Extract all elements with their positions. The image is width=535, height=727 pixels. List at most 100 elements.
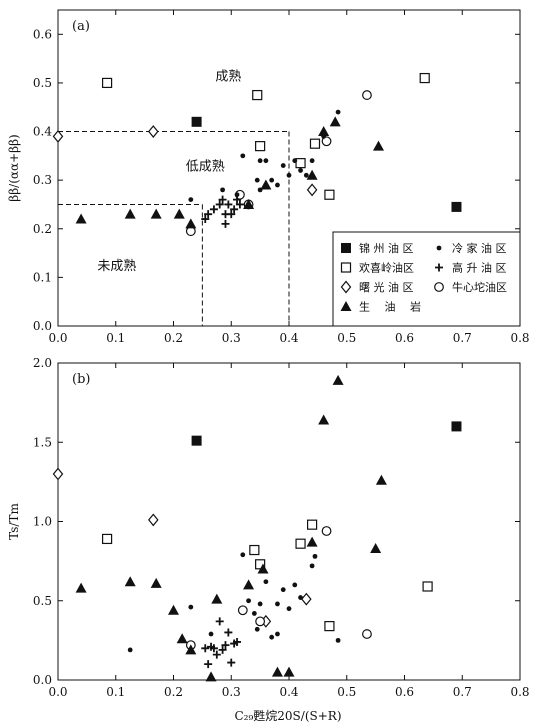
point-lengjia (298, 595, 303, 600)
point-source_rock (173, 208, 185, 219)
point-gaosheng (201, 215, 210, 224)
point-niuxintuo (362, 90, 372, 100)
x-tick-label: 0.6 (395, 331, 414, 345)
point-gaosheng (204, 210, 213, 219)
point-source_rock (370, 542, 382, 553)
point-shuguang (148, 513, 159, 527)
legend-marker-lengjia (436, 245, 442, 251)
y-tick-label: 1.5 (33, 435, 52, 449)
point-source_rock (75, 213, 87, 224)
region-label: 成熟 (215, 69, 241, 85)
point-source_rock (150, 577, 162, 588)
point-gaosheng (209, 205, 218, 214)
y-tick-label: 0.5 (33, 594, 52, 608)
point-huanxiling (419, 72, 430, 84)
point-source_rock (283, 666, 295, 677)
point-gaosheng (212, 650, 221, 659)
region-label: 低成熟 (186, 159, 225, 175)
point-lengjia (280, 163, 286, 168)
x-tick-label: 0.4 (279, 685, 298, 699)
x-tick-label: 0.3 (222, 685, 241, 699)
point-source_rock (185, 644, 197, 655)
point-huanxiling (101, 533, 113, 545)
point-lengjia (208, 631, 214, 637)
point-lengjia (257, 158, 263, 164)
point-huanxiling (255, 559, 266, 570)
x-tick-label: 0.8 (510, 685, 529, 699)
point-lengjia (309, 158, 315, 164)
point-lengjia (240, 153, 246, 159)
y-tick-label: 0.3 (33, 173, 52, 187)
point-shuguang (301, 592, 312, 606)
point-gaosheng (233, 195, 242, 204)
point-source_rock (243, 198, 255, 209)
x-tick-label: 0.2 (164, 331, 183, 345)
point-niuxintuo (362, 629, 372, 639)
point-gaosheng (235, 200, 244, 209)
legend-marker-source_rock (340, 301, 352, 311)
legend-marker-gaosheng (435, 263, 443, 272)
legend-label: 曙 光 油 区 (359, 280, 414, 294)
plot-frame (57, 362, 521, 681)
point-jinzhou (191, 435, 202, 446)
point-lengjia (251, 611, 257, 616)
point-lengjia (335, 637, 341, 643)
y-axis-title: ββ/(αα+ββ) (7, 134, 21, 201)
x-tick-label: 0.1 (106, 685, 125, 699)
point-source_rock (243, 579, 255, 590)
point-huanxiling (307, 519, 318, 530)
y-tick-label: 0.1 (33, 270, 52, 284)
point-huanxiling (101, 77, 113, 89)
point-huanxiling (249, 544, 260, 556)
point-source_rock (185, 218, 197, 229)
legend-label: 冷 家 油 区 (452, 241, 507, 255)
legend-label: 生 油 岩 (359, 300, 421, 314)
point-gaosheng (233, 637, 242, 646)
point-lengjia (312, 553, 318, 559)
panel-label: (a) (72, 19, 90, 34)
x-tick-label: 0.8 (510, 331, 529, 345)
point-source_rock (271, 666, 283, 677)
point-source_rock (329, 116, 341, 127)
point-lengjia (254, 626, 260, 632)
point-source_rock (75, 582, 87, 593)
panel-label: (b) (72, 372, 90, 387)
point-lengjia (220, 187, 225, 193)
point-niuxintuo (321, 526, 332, 536)
point-lengjia (292, 582, 298, 588)
point-gaosheng (215, 200, 224, 209)
point-lengjia (275, 182, 280, 188)
point-lengjia (188, 604, 194, 610)
point-huanxiling (252, 89, 263, 101)
x-tick-label: 0.4 (279, 331, 298, 345)
point-source_rock (176, 633, 188, 644)
point-lengjia (263, 158, 269, 164)
x-tick-label: 0.7 (453, 685, 472, 699)
x-tick-label: 0.0 (48, 685, 67, 699)
point-lengjia (269, 634, 275, 640)
point-source_rock (375, 474, 387, 485)
panel-b: 0.0 0.1 0.2 0.3 0.4 0.5 0.6 0.7 0.8 0.0 0.5 1.0 1.5 2… (7, 356, 530, 699)
point-source_rock (211, 593, 223, 604)
point-source_rock (150, 208, 162, 219)
point-lengjia (234, 192, 240, 198)
point-jinzhou (191, 116, 202, 127)
point-lengjia (298, 168, 303, 173)
point-huanxiling (422, 581, 433, 592)
x-tick-label: 0.0 (48, 331, 67, 345)
point-lengjia (335, 109, 341, 115)
y-tick-label: 0.0 (33, 319, 52, 333)
point-lengjia (286, 172, 292, 178)
y-axis-title: Ts/Tm (7, 503, 21, 540)
y-tick-label: 2.0 (33, 356, 52, 370)
legend-label: 锦 州 油 区 (359, 241, 414, 255)
point-lengjia (263, 579, 269, 585)
x-tick-label: 0.5 (337, 331, 356, 345)
point-source_rock (257, 563, 269, 574)
point-source_rock (318, 414, 330, 425)
point-source_rock (306, 536, 318, 547)
x-tick-label: 0.7 (453, 331, 472, 345)
point-source_rock (318, 126, 330, 137)
point-lengjia (286, 606, 292, 612)
